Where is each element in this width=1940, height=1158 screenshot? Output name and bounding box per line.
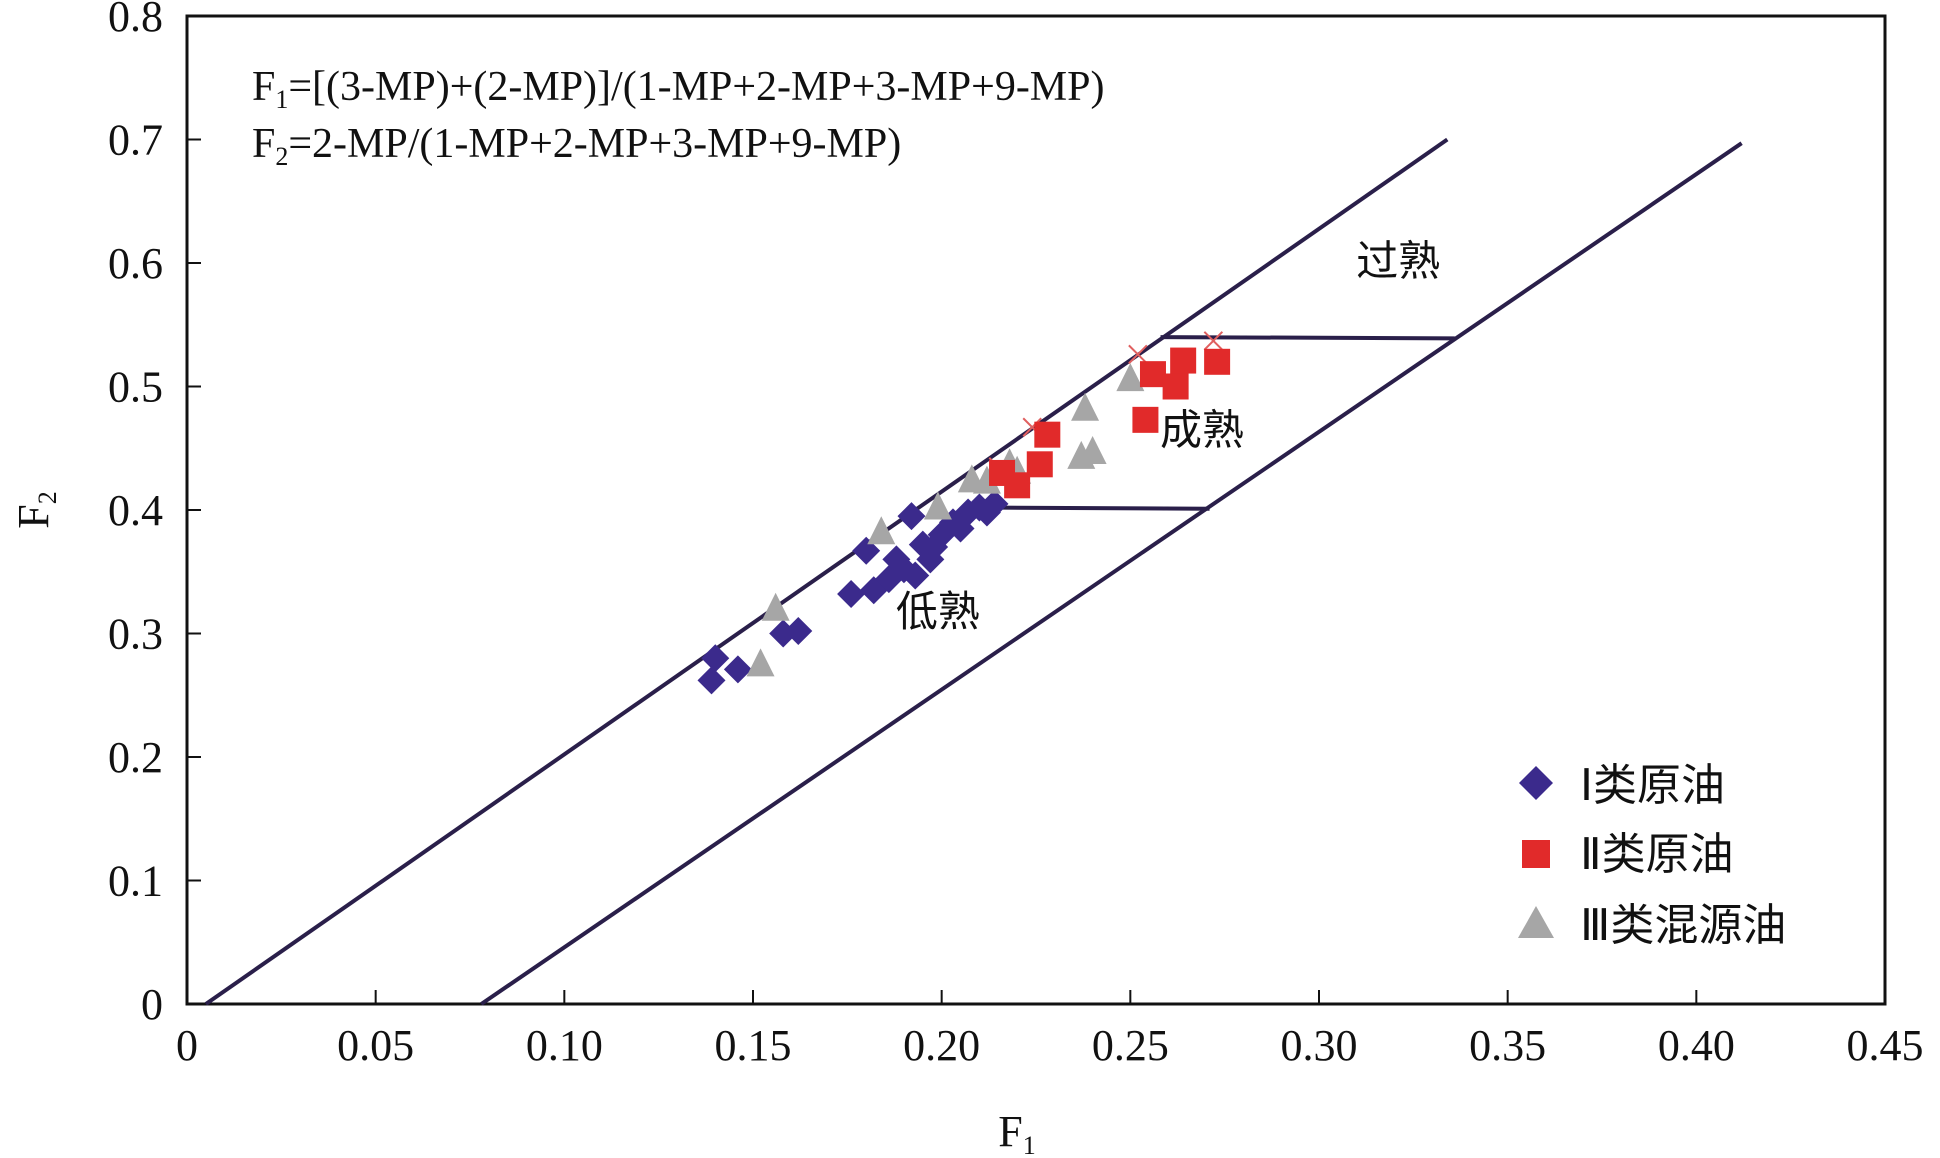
mature-top-line (1160, 335, 1455, 341)
point-type2-square (1026, 451, 1053, 478)
y-tick-label: 0.6 (108, 239, 163, 288)
data-points (697, 347, 1231, 695)
point-type2-square (1139, 361, 1166, 388)
point-type2-square (1034, 421, 1061, 448)
point-type3-triangle (746, 648, 775, 677)
point-type2-square (1204, 348, 1231, 375)
point-type2-square (1004, 472, 1031, 499)
legend-item-type1: Ⅰ类原油 (1519, 760, 1725, 811)
y-tick-label: 0.5 (108, 363, 163, 412)
zone-labels: 过熟 成熟 低熟 (896, 236, 1440, 636)
x-tick-label: 0.35 (1469, 1021, 1546, 1070)
x-axis-title: F1 (998, 1107, 1035, 1158)
legend-item-type2: Ⅱ类原油 (1522, 829, 1734, 880)
cross-mark (1128, 344, 1148, 365)
legend-triangle-marker (1518, 906, 1554, 938)
y-tick-label: 0.2 (108, 733, 163, 782)
y-tick-label: 0.3 (108, 610, 163, 659)
y-tick-label: 0.1 (108, 857, 163, 906)
legend-diamond-marker (1519, 766, 1553, 800)
point-type3-triangle (761, 592, 790, 621)
legend-square-marker (1522, 840, 1550, 868)
x-tick-label: 0 (176, 1021, 198, 1070)
point-type1-diamond (897, 502, 926, 531)
y-tick-label: 0.7 (108, 116, 163, 165)
legend-label-type1: Ⅰ类原油 (1580, 760, 1725, 811)
y-tick-label: 0.8 (108, 0, 163, 41)
formula-block: F1=[(3-MP)+(2-MP)]/(1-MP+2-MP+3-MP+9-MP)… (252, 64, 1105, 171)
mature-bottom-line (986, 505, 1210, 511)
point-type1-diamond (837, 579, 866, 608)
zone-label-low-mature: 低熟 (896, 587, 980, 636)
y-axis-ticks: 0 0.1 0.2 0.3 0.4 0.5 0.6 0.7 0.8 (108, 0, 201, 1029)
point-type1-diamond (697, 666, 726, 695)
point-type3-triangle (867, 516, 896, 545)
zone-boundaries (204, 137, 1743, 1006)
point-type2-square (1162, 373, 1189, 400)
y-tick-label: 0 (141, 980, 163, 1029)
point-type3-triangle (972, 465, 1001, 494)
point-type1-diamond (980, 489, 1009, 518)
y-axis-title: F2 (9, 491, 62, 528)
point-type3-triangle (923, 491, 952, 520)
x-tick-label: 0.05 (337, 1021, 414, 1070)
x-tick-label: 0.25 (1092, 1021, 1169, 1070)
x-tick-label: 0.45 (1847, 1021, 1924, 1070)
legend-label-type3: Ⅲ类混源油 (1580, 900, 1786, 951)
point-type3-triangle (1116, 363, 1145, 392)
point-type1-diamond (723, 655, 752, 684)
legend: Ⅰ类原油 Ⅱ类原油 Ⅲ类混源油 (1518, 760, 1786, 951)
formula-f1: F1=[(3-MP)+(2-MP)]/(1-MP+2-MP+3-MP+9-MP) (252, 64, 1105, 114)
cross-mark (1203, 331, 1224, 351)
x-tick-label: 0.20 (903, 1021, 980, 1070)
x-tick-label: 0.10 (526, 1021, 603, 1070)
lower-boundary-line (480, 141, 1743, 1006)
x-tick-label: 0.40 (1658, 1021, 1735, 1070)
y-tick-label: 0.4 (108, 486, 163, 535)
x-tick-label: 0.15 (715, 1021, 792, 1070)
point-type3-triangle (1078, 435, 1107, 464)
legend-item-type3: Ⅲ类混源油 (1518, 900, 1786, 951)
formula-f2: F2=2-MP/(1-MP+2-MP+3-MP+9-MP) (252, 121, 901, 171)
point-type1-diamond (901, 561, 930, 590)
point-type1-diamond (784, 617, 813, 646)
x-tick-label: 0.30 (1281, 1021, 1358, 1070)
point-type1-diamond (701, 644, 730, 673)
point-type2-square (1132, 406, 1159, 433)
point-type2-square (1170, 347, 1197, 374)
x-axis-ticks: 0 0.05 0.10 0.15 0.20 0.25 0.30 0.35 0.40 0.45 (176, 990, 1924, 1070)
point-type3-triangle (1071, 392, 1100, 421)
upper-boundary-line (204, 137, 1449, 1006)
zone-label-mature: 成熟 (1160, 406, 1244, 455)
legend-label-type2: Ⅱ类原油 (1580, 829, 1734, 880)
zone-label-over-mature: 过熟 (1356, 236, 1440, 285)
